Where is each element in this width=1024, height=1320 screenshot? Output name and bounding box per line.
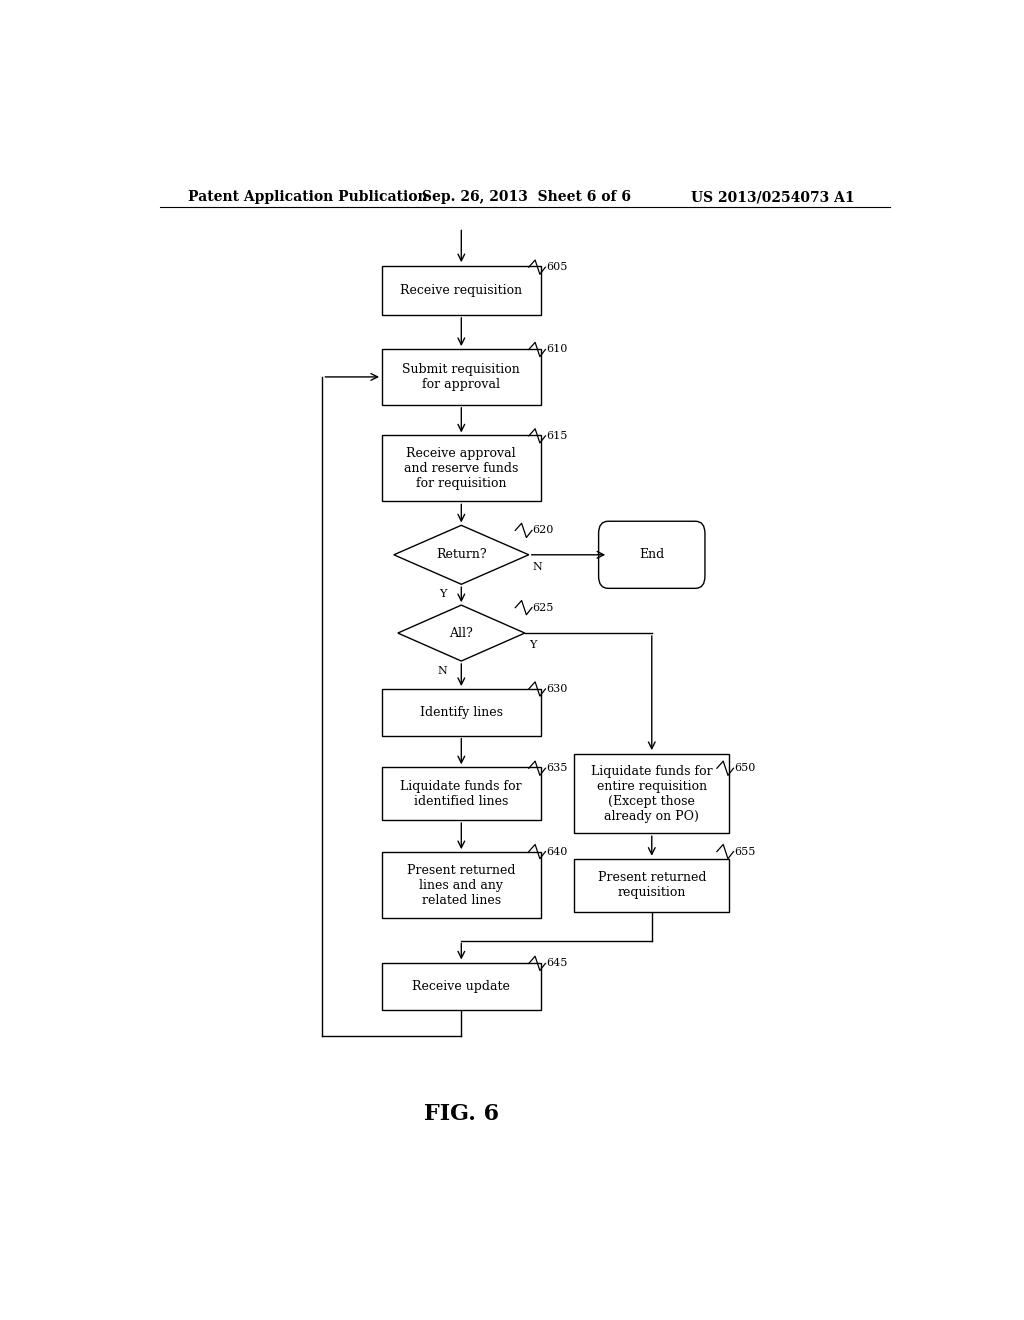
- Text: Return?: Return?: [436, 548, 486, 561]
- FancyBboxPatch shape: [574, 754, 729, 833]
- Text: Y: Y: [528, 640, 537, 651]
- Text: Submit requisition
for approval: Submit requisition for approval: [402, 363, 520, 391]
- Text: 640: 640: [546, 846, 567, 857]
- Text: US 2013/0254073 A1: US 2013/0254073 A1: [691, 190, 855, 205]
- FancyBboxPatch shape: [599, 521, 705, 589]
- Text: Liquidate funds for
identified lines: Liquidate funds for identified lines: [400, 780, 522, 808]
- FancyBboxPatch shape: [382, 348, 541, 405]
- Text: Receive requisition: Receive requisition: [400, 284, 522, 297]
- Text: N: N: [437, 667, 447, 676]
- Text: Present returned
lines and any
related lines: Present returned lines and any related l…: [408, 863, 515, 907]
- Text: 655: 655: [734, 846, 756, 857]
- Text: 630: 630: [546, 684, 567, 694]
- Text: Receive approval
and reserve funds
for requisition: Receive approval and reserve funds for r…: [404, 447, 518, 490]
- Text: 610: 610: [546, 345, 567, 355]
- Polygon shape: [394, 525, 528, 585]
- Text: Patent Application Publication: Patent Application Publication: [187, 190, 427, 205]
- Text: Sep. 26, 2013  Sheet 6 of 6: Sep. 26, 2013 Sheet 6 of 6: [422, 190, 631, 205]
- Text: Receive update: Receive update: [413, 981, 510, 993]
- FancyBboxPatch shape: [382, 436, 541, 502]
- FancyBboxPatch shape: [382, 689, 541, 735]
- Text: 620: 620: [532, 525, 554, 536]
- Text: End: End: [639, 548, 665, 561]
- Text: 605: 605: [546, 263, 567, 272]
- Text: Liquidate funds for
entire requisition
(Except those
already on PO): Liquidate funds for entire requisition (…: [591, 764, 713, 822]
- Text: Present returned
requisition: Present returned requisition: [598, 871, 706, 899]
- Text: N: N: [532, 562, 543, 572]
- FancyBboxPatch shape: [382, 964, 541, 1010]
- Text: 635: 635: [546, 763, 567, 774]
- Text: All?: All?: [450, 627, 473, 640]
- FancyBboxPatch shape: [382, 767, 541, 820]
- Polygon shape: [397, 605, 524, 661]
- Text: Y: Y: [439, 590, 446, 599]
- Text: FIG. 6: FIG. 6: [424, 1102, 499, 1125]
- Text: 650: 650: [734, 763, 756, 774]
- Text: 625: 625: [532, 603, 554, 612]
- Text: 645: 645: [546, 958, 567, 969]
- Text: 615: 615: [546, 430, 567, 441]
- FancyBboxPatch shape: [382, 267, 541, 315]
- FancyBboxPatch shape: [382, 853, 541, 919]
- Text: Identify lines: Identify lines: [420, 706, 503, 719]
- FancyBboxPatch shape: [574, 859, 729, 912]
